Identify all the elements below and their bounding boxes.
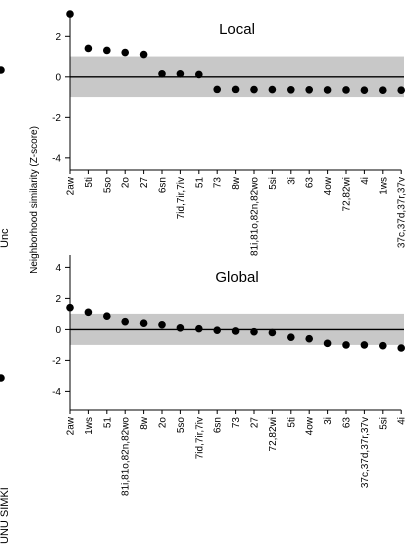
cropped-label-top: Unc xyxy=(0,228,11,248)
local-y-tick-label: 0 xyxy=(55,72,61,83)
global-x-tick-label: 4ow xyxy=(305,416,316,435)
cropped-dot-bottom xyxy=(0,374,5,382)
local-data-point xyxy=(195,70,203,79)
global-x-tick-label: 2aw xyxy=(66,416,77,435)
local-data-point xyxy=(268,85,277,94)
local-data-point xyxy=(213,85,221,94)
global-data-point xyxy=(397,344,406,352)
local-data-point xyxy=(250,85,258,94)
local-x-tick-label: 3i xyxy=(286,177,297,185)
local-data-point xyxy=(158,69,166,78)
local-x-tick-label: 4ow xyxy=(323,176,334,195)
local-data-point xyxy=(323,86,332,94)
local-y-tick-label: -4 xyxy=(52,153,61,164)
local-x-tick-label: 7id,7ir,7iv xyxy=(176,177,187,219)
local-panel: Local -4 -2 0 2 2aw 5ti 5so 2o 27 6sn 7id,7ir,7iv 5… xyxy=(52,10,408,256)
local-x-tick-label: 27 xyxy=(139,177,150,189)
global-x-tick-label: 6sn xyxy=(213,417,224,433)
global-x-tick-label: 63 xyxy=(342,417,353,429)
cropped-dot-top xyxy=(0,66,5,74)
y-axis-title: Neighborhood similarity (Z-score) xyxy=(29,126,40,274)
local-data-point xyxy=(360,86,369,94)
local-panel-title: Local xyxy=(219,21,255,38)
global-panel: Global -4 -2 0 2 4 2aw 1ws 51 81i,81o,82n,82wo 8w… xyxy=(52,255,408,496)
local-data-point xyxy=(84,44,93,53)
global-x-tick-label: 81i,81o,82n,82wo xyxy=(121,417,132,496)
global-x-tick-label: 7id,7ir,7iv xyxy=(194,417,205,459)
global-y-tick-label: 4 xyxy=(55,263,61,274)
local-data-point xyxy=(176,69,185,78)
local-x-tick-label: 73 xyxy=(213,177,224,189)
global-data-point xyxy=(287,333,295,341)
cropped-label-bottom: UNU SIMKI xyxy=(0,487,11,544)
global-data-point xyxy=(66,303,74,312)
global-data-point xyxy=(213,326,221,334)
global-data-point xyxy=(250,327,258,336)
global-data-point xyxy=(158,320,166,329)
global-y-tick-label: 0 xyxy=(55,325,61,336)
global-y-tick-label: 2 xyxy=(55,294,61,305)
local-x-tick-label: 37c,37d,37r,37v xyxy=(397,177,408,248)
global-data-point xyxy=(305,334,314,343)
local-data-point xyxy=(121,48,129,57)
local-x-tick-label: 2o xyxy=(121,177,132,189)
local-x-tick-label: 8w xyxy=(231,176,242,190)
local-x-tick-label: 51 xyxy=(194,177,205,189)
local-data-point xyxy=(139,50,148,59)
global-x-tick-label: 3i xyxy=(323,417,334,425)
global-data-point xyxy=(103,312,111,321)
global-y-tick-label: -2 xyxy=(52,356,61,367)
global-panel-title: Global xyxy=(215,269,258,286)
global-data-point xyxy=(139,319,148,328)
local-data-point xyxy=(305,85,314,94)
global-data-point xyxy=(231,327,240,335)
global-x-tick-label: 2o xyxy=(158,417,169,429)
local-data-point xyxy=(379,86,387,94)
global-x-tick-label: 27 xyxy=(250,417,261,429)
local-x-tick-label: 63 xyxy=(305,177,316,189)
local-x-tick-label: 5si xyxy=(268,177,279,190)
global-data-point xyxy=(379,341,387,350)
global-x-tick-label: 5so xyxy=(176,417,187,434)
global-data-point xyxy=(360,341,369,349)
global-x-tick-label: 5ti xyxy=(286,417,297,428)
global-x-tick-label: 5si xyxy=(378,417,389,430)
local-x-tick-label: 5ti xyxy=(84,177,95,188)
global-x-tick-label: 72,82wi xyxy=(268,417,279,451)
global-x-tick-label: 37c,37d,37r,37v xyxy=(360,417,371,488)
local-x-tick-label: 81i,81o,82n,82wo xyxy=(250,177,261,256)
global-data-point xyxy=(195,324,203,333)
local-data-point xyxy=(231,85,240,94)
local-y-tick-label: -2 xyxy=(52,113,61,124)
global-x-tick-label: 8w xyxy=(139,416,150,430)
global-data-point xyxy=(176,324,185,332)
global-x-tick-label: 73 xyxy=(231,417,242,429)
global-data-point xyxy=(121,317,129,326)
global-data-point xyxy=(323,339,332,348)
local-data-point xyxy=(397,86,406,94)
global-data-point xyxy=(342,341,350,349)
global-x-tick-label: 51 xyxy=(102,417,113,429)
local-data-point xyxy=(103,46,111,55)
local-data-point xyxy=(66,10,74,18)
local-x-tick-label: 6sn xyxy=(158,177,169,193)
global-data-point xyxy=(84,308,93,317)
local-y-tick-label: 2 xyxy=(55,32,61,43)
local-x-tick-label: 5so xyxy=(102,177,113,194)
global-data-point xyxy=(268,328,277,337)
global-x-tick-label: 4i xyxy=(397,417,408,425)
local-data-point xyxy=(342,86,350,94)
local-x-tick-label: 72,82wi xyxy=(342,177,353,211)
local-x-tick-label: 4i xyxy=(360,177,371,185)
local-x-tick-label: 1ws xyxy=(378,177,389,195)
global-y-tick-label: -4 xyxy=(52,387,61,398)
local-data-point xyxy=(287,85,295,94)
global-x-tick-label: 1ws xyxy=(84,417,95,435)
local-x-tick-label: 2aw xyxy=(66,176,77,195)
